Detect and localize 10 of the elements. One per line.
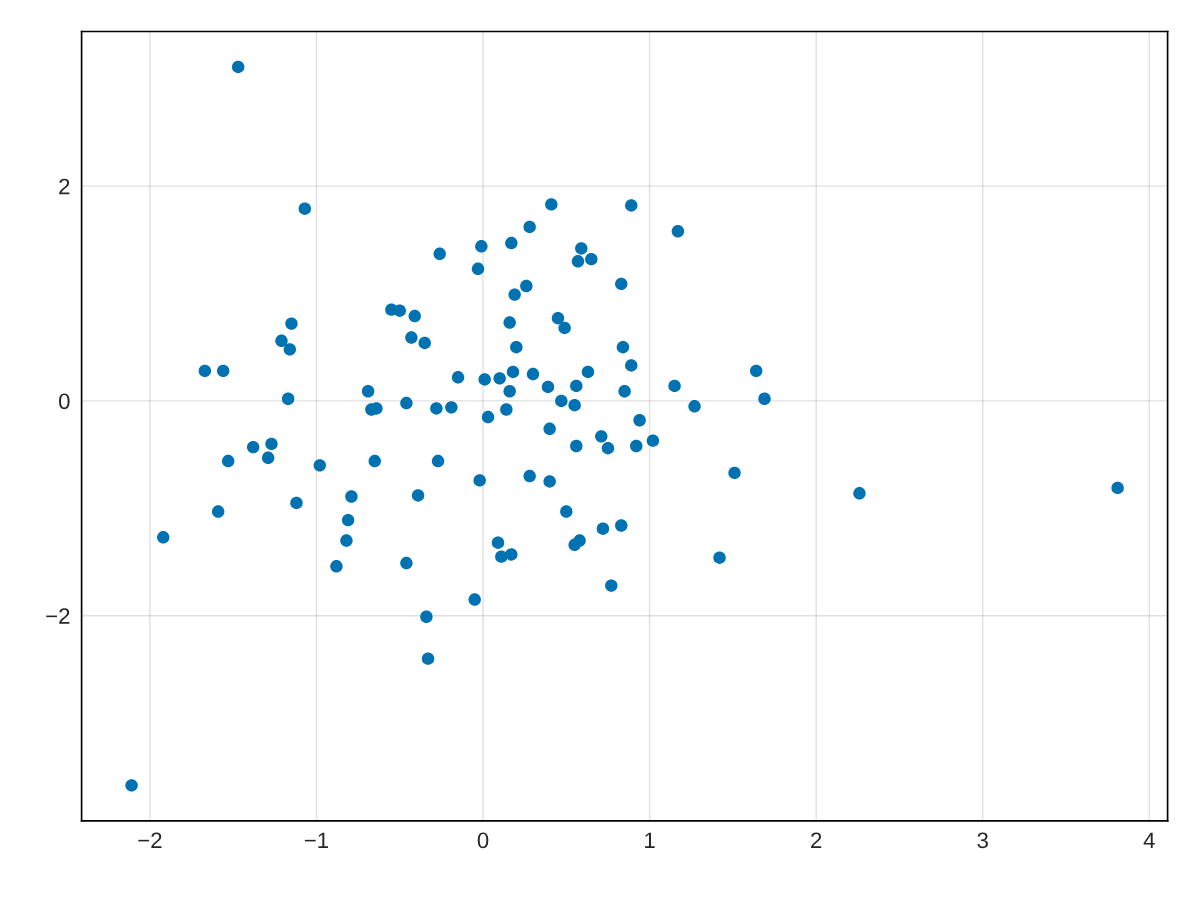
x-tick-label: 4	[1143, 832, 1155, 849]
x-tick-label: 1	[645, 832, 655, 849]
y-tick-label: 0	[59, 393, 70, 410]
x-tick-label: 0	[477, 832, 489, 849]
x-tick-label: 2	[811, 832, 822, 849]
y-tick-label: −2	[46, 608, 70, 624]
x-tick-label: 3	[977, 832, 988, 849]
y-tick-label: 2	[59, 178, 70, 195]
x-tick-label: −1	[304, 832, 329, 849]
x-tick-label: −2	[138, 832, 162, 849]
